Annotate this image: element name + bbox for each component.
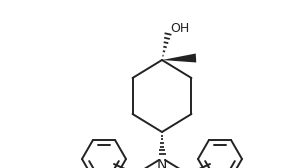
Polygon shape	[162, 53, 196, 62]
Text: N: N	[157, 158, 167, 168]
Text: OH: OH	[170, 23, 190, 35]
